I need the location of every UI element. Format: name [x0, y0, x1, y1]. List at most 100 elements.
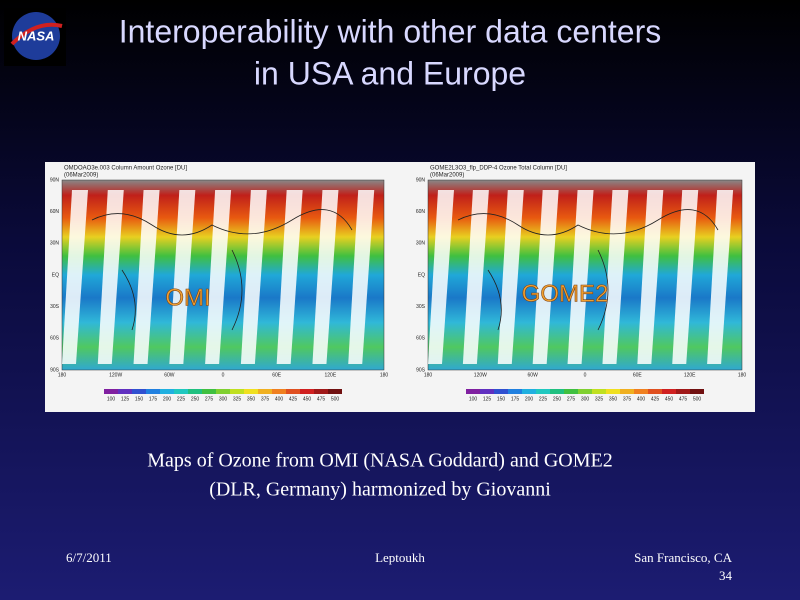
colorbar-swatch: [550, 389, 564, 394]
orbit-gap: [532, 190, 559, 364]
lat-label: 30S: [416, 304, 426, 310]
colorbar-swatch: [202, 389, 216, 394]
footer-date: 6/7/2011: [66, 550, 112, 565]
colorbar-swatch: [466, 389, 480, 394]
colorbar-label: 175: [149, 396, 158, 402]
colorbar-label: 150: [497, 396, 506, 402]
map-date: (06Mar2009): [64, 173, 98, 179]
footer-page: 34: [719, 568, 733, 583]
colorbar-swatch: [160, 389, 174, 394]
colorbar-swatch: [634, 389, 648, 394]
colorbar-label: 100: [469, 396, 478, 402]
colorbar-label: 425: [651, 396, 660, 402]
colorbar-swatch: [300, 389, 314, 394]
colorbar-swatch: [592, 389, 606, 394]
coastline: [457, 209, 719, 331]
lon-label: 120W: [474, 372, 487, 378]
lon-label: 120W: [109, 372, 122, 378]
colorbar-swatch: [118, 389, 132, 394]
colorbar-label: 275: [205, 396, 214, 402]
colorbar-swatch: [620, 389, 634, 394]
colorbar-label: 200: [163, 396, 172, 402]
map-date: (06Mar2009): [430, 173, 464, 179]
colorbar-label: 475: [679, 396, 688, 402]
colorbar-swatch: [104, 389, 118, 394]
orbit-gap: [169, 190, 196, 364]
colorbar-swatch: [244, 389, 258, 394]
lat-label: EQ: [52, 272, 59, 278]
orbit-gap: [312, 190, 339, 364]
orbit-gap: [276, 190, 303, 364]
orbit-gap: [133, 190, 160, 364]
colorbar-swatch: [174, 389, 188, 394]
lat-label: 60N: [50, 209, 60, 215]
colorbar-swatch: [662, 389, 676, 394]
colorbar-label: 250: [553, 396, 562, 402]
lat-label: 60N: [416, 209, 426, 215]
colorbar-swatch: [216, 389, 230, 394]
colorbar-swatch: [522, 389, 536, 394]
lat-label: 60S: [416, 336, 426, 342]
lat-label: 90S: [50, 367, 60, 373]
lon-label: 60W: [528, 372, 539, 378]
colorbar-swatch: [188, 389, 202, 394]
colorbar-swatch: [132, 389, 146, 394]
footer-location: San Francisco, CA: [634, 550, 732, 565]
colorbar-label: 475: [317, 396, 326, 402]
orbit-gap: [205, 190, 232, 364]
colorbar-swatch: [146, 389, 160, 394]
colorbar-label: 225: [177, 396, 186, 402]
colorbar-swatch: [494, 389, 508, 394]
logo-swoosh: [10, 22, 63, 46]
colorbar-label: 425: [289, 396, 298, 402]
orbit-gap: [428, 190, 454, 364]
lon-label: 0: [584, 372, 587, 378]
colorbar-label: 450: [665, 396, 674, 402]
title-line: Interoperability with other data centers: [119, 13, 662, 49]
colorbar-swatch: [690, 389, 704, 394]
orbit-gap: [497, 190, 524, 364]
lat-label: 90N: [50, 177, 60, 183]
colorbar-swatch: [258, 389, 272, 394]
map-title: GOME2L3O3_flp_DDP-4 Ozone Total Column […: [430, 166, 567, 172]
colorbar-label: 275: [567, 396, 576, 402]
colorbar-label: 125: [483, 396, 492, 402]
colorbar-label: 150: [135, 396, 144, 402]
orbit-gap: [348, 190, 375, 364]
lon-label: 60E: [272, 372, 282, 378]
lon-label: 60W: [164, 372, 175, 378]
map-title: OMDOAO3e.003 Column Amount Ozone [DU]: [64, 166, 187, 172]
colorbar-label: 375: [623, 396, 632, 402]
colorbar-swatch: [480, 389, 494, 394]
lon-label: 180: [738, 372, 747, 378]
colorbar-swatch: [314, 389, 328, 394]
lat-label: EQ: [418, 272, 425, 278]
colorbar-label: 300: [581, 396, 590, 402]
colorbar-label: 300: [219, 396, 228, 402]
lat-label: 30N: [50, 241, 60, 247]
map-label: GOME2: [522, 280, 609, 307]
orbit-gap: [567, 190, 594, 364]
caption-line: (DLR, Germany) harmonized by Giovanni: [209, 479, 551, 501]
title-line: in USA and Europe: [254, 55, 526, 91]
lon-label: 0: [222, 372, 225, 378]
colorbar-label: 350: [247, 396, 256, 402]
lat-label: 30S: [50, 304, 60, 310]
lat-label: 90N: [416, 177, 426, 183]
colorbar-label: 325: [233, 396, 242, 402]
colorbar-label: 350: [609, 396, 618, 402]
orbit-gap: [462, 190, 489, 364]
orbit-gap: [637, 190, 664, 364]
colorbar-swatch: [328, 389, 342, 394]
lon-label: 180: [380, 372, 389, 378]
colorbar-label: 125: [121, 396, 130, 402]
lat-label: 90S: [416, 367, 426, 373]
colorbar-swatch: [564, 389, 578, 394]
colorbar-swatch: [230, 389, 244, 394]
orbit-gap: [707, 190, 734, 364]
lon-label: 60E: [633, 372, 643, 378]
logo-text: NASA: [18, 28, 55, 43]
colorbar-swatch: [508, 389, 522, 394]
